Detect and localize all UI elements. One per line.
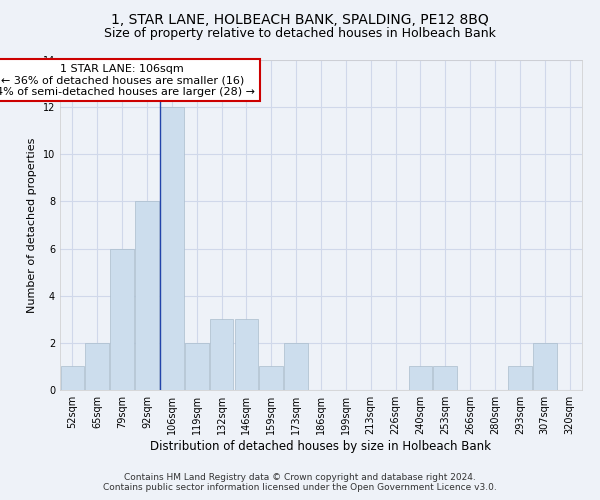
Text: Size of property relative to detached houses in Holbeach Bank: Size of property relative to detached ho… — [104, 28, 496, 40]
Bar — [61, 366, 84, 390]
Bar — [85, 343, 109, 390]
Text: 1, STAR LANE, HOLBEACH BANK, SPALDING, PE12 8BQ: 1, STAR LANE, HOLBEACH BANK, SPALDING, P… — [111, 12, 489, 26]
Bar — [160, 107, 184, 390]
Text: Contains HM Land Registry data © Crown copyright and database right 2024.
Contai: Contains HM Land Registry data © Crown c… — [103, 473, 497, 492]
Y-axis label: Number of detached properties: Number of detached properties — [27, 138, 37, 312]
Bar — [235, 320, 258, 390]
Bar — [508, 366, 532, 390]
Bar — [135, 202, 159, 390]
Text: 1 STAR LANE: 106sqm
← 36% of detached houses are smaller (16)
64% of semi-detach: 1 STAR LANE: 106sqm ← 36% of detached ho… — [0, 64, 255, 96]
Bar — [185, 343, 209, 390]
Bar — [409, 366, 432, 390]
Bar — [533, 343, 557, 390]
Bar — [433, 366, 457, 390]
Bar — [210, 320, 233, 390]
Bar — [110, 248, 134, 390]
X-axis label: Distribution of detached houses by size in Holbeach Bank: Distribution of detached houses by size … — [151, 440, 491, 453]
Bar — [259, 366, 283, 390]
Bar — [284, 343, 308, 390]
